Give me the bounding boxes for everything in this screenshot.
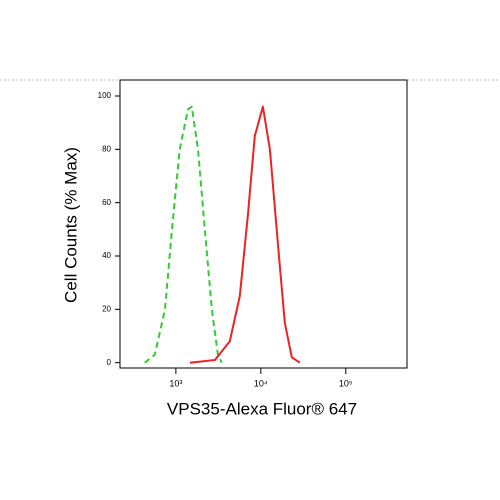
y-tick-label: 0 xyxy=(107,358,112,367)
x-tick-label: 10⁵ xyxy=(339,378,353,388)
y-tick-label: 80 xyxy=(102,144,111,153)
y-axis-label: Cell Counts (% Max) xyxy=(61,147,80,303)
histogram-line xyxy=(189,105,301,364)
plot-frame xyxy=(119,79,408,369)
x-axis-label: VPS35-Alexa Fluor® 647 xyxy=(167,399,357,418)
x-tick-label: 10³ xyxy=(169,378,182,388)
x-tick-label: 10⁴ xyxy=(254,378,268,388)
y-tick-label: 40 xyxy=(102,251,111,260)
y-tick-label: 100 xyxy=(98,91,112,100)
histogram-line xyxy=(144,105,223,364)
y-tick-label: 20 xyxy=(102,304,111,313)
y-tick-label: 60 xyxy=(102,198,111,207)
